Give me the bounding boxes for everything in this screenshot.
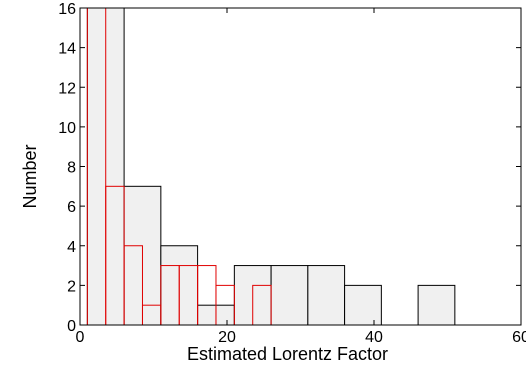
y-tick-label: 10 xyxy=(58,120,76,137)
y-tick-label: 14 xyxy=(58,41,76,58)
x-tick-label: 20 xyxy=(218,329,236,346)
y-axis-title: Number xyxy=(20,144,40,208)
gray-bar-9 xyxy=(417,284,456,326)
y-tick-label: 12 xyxy=(58,80,76,97)
gray-bar-5 xyxy=(270,265,309,326)
x-axis-title: Estimated Lorentz Factor xyxy=(187,344,388,364)
x-tick-label: 0 xyxy=(76,329,85,346)
x-tick-label: 40 xyxy=(365,329,383,346)
y-tick-label: 6 xyxy=(67,199,76,216)
x-tick-label: 60 xyxy=(512,329,526,346)
gray-bar-6 xyxy=(307,265,346,326)
y-tick-label: 4 xyxy=(67,239,76,256)
y-tick-label: 0 xyxy=(67,318,76,335)
y-tick-label: 16 xyxy=(58,1,76,18)
y-tick-label: 8 xyxy=(67,160,76,177)
y-tick-label: 2 xyxy=(67,278,76,295)
ticks: 0 2 4 6 8 10 12 14 16 0 20 40 60 xyxy=(58,1,526,346)
gray-bar-7 xyxy=(344,284,382,326)
